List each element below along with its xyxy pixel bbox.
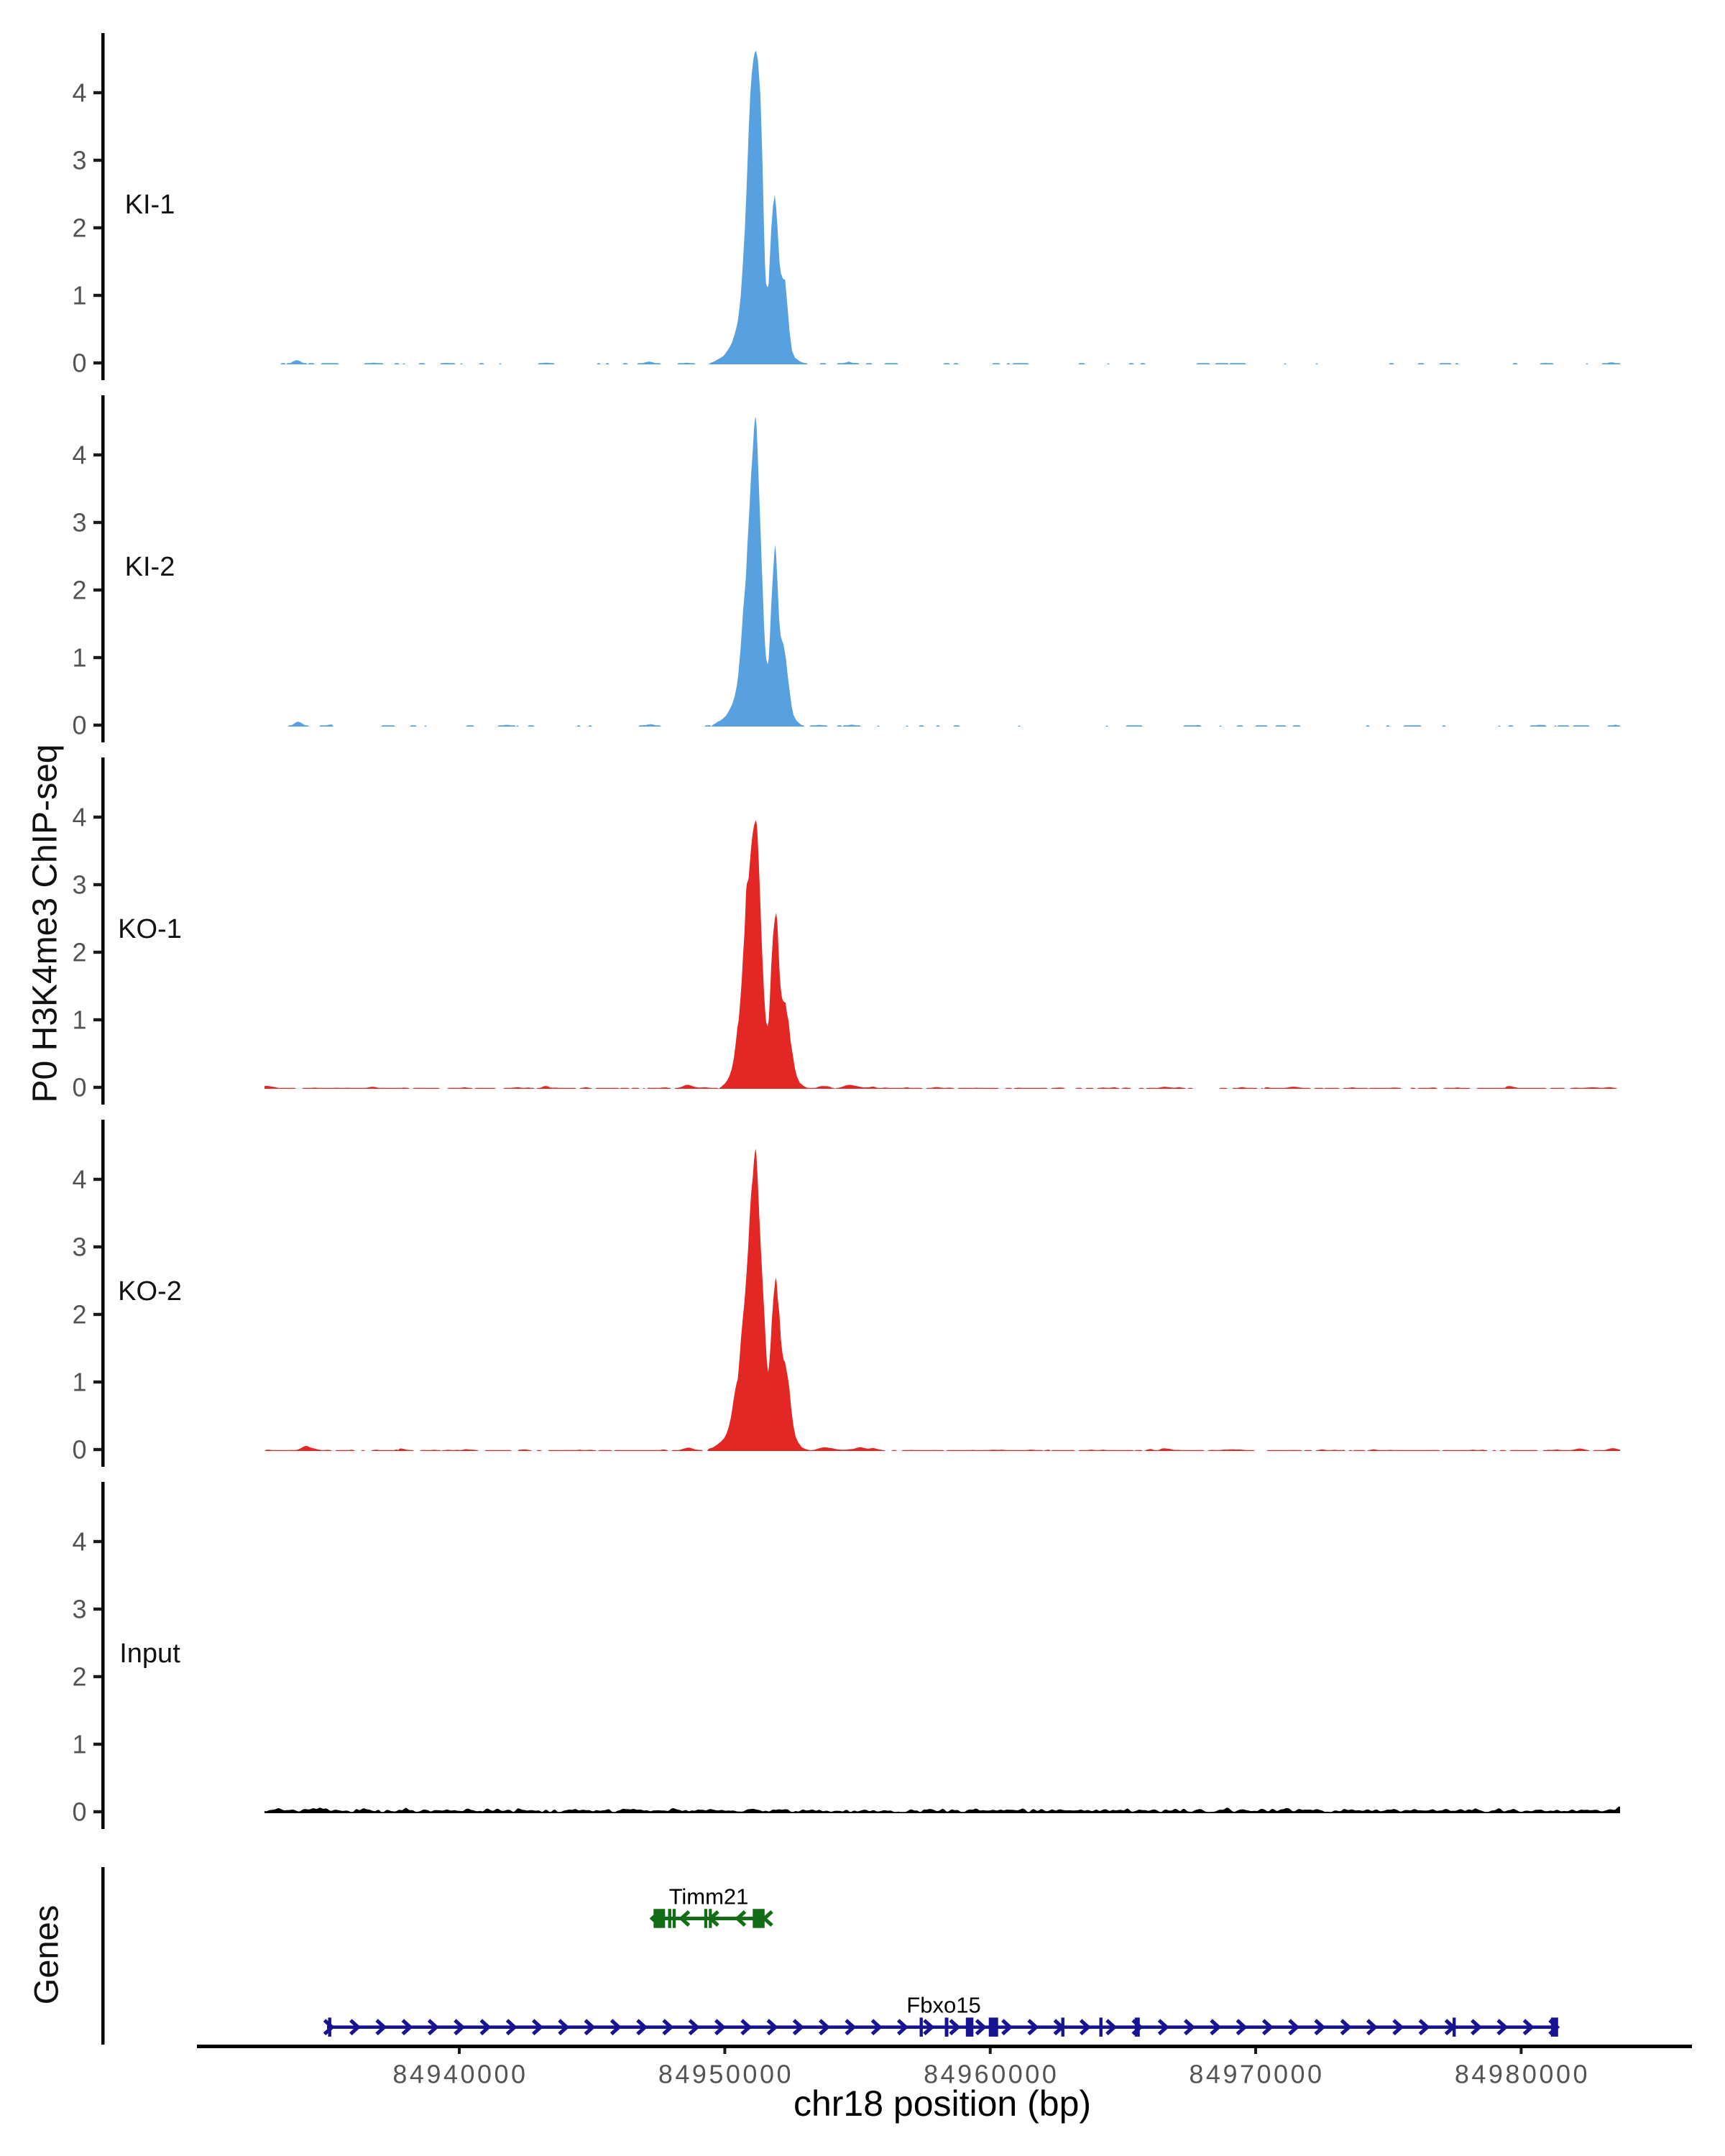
svg-text:3: 3: [72, 146, 86, 175]
svg-text:1: 1: [72, 1368, 86, 1397]
svg-text:KI-1: KI-1: [125, 190, 175, 220]
svg-text:KI-2: KI-2: [125, 552, 175, 582]
svg-text:1: 1: [72, 643, 86, 673]
svg-text:2: 2: [72, 576, 86, 605]
svg-text:4: 4: [72, 1527, 86, 1557]
svg-text:3: 3: [72, 1233, 86, 1262]
svg-text:1: 1: [72, 1730, 86, 1759]
svg-text:84950000: 84950000: [658, 2060, 794, 2089]
svg-text:Fbxo15: Fbxo15: [906, 1993, 980, 2018]
svg-text:84980000: 84980000: [1455, 2060, 1590, 2089]
svg-text:4: 4: [72, 441, 86, 470]
svg-text:1: 1: [72, 1005, 86, 1035]
svg-text:KO-1: KO-1: [118, 914, 182, 944]
svg-text:2: 2: [72, 1300, 86, 1330]
svg-text:0: 0: [72, 1435, 86, 1465]
svg-text:0: 0: [72, 1797, 86, 1827]
svg-text:Timm21: Timm21: [669, 1884, 749, 1909]
svg-text:2: 2: [72, 1662, 86, 1692]
svg-text:0: 0: [72, 711, 86, 740]
svg-text:0: 0: [72, 349, 86, 378]
svg-text:2: 2: [72, 938, 86, 967]
svg-text:84970000: 84970000: [1189, 2060, 1324, 2089]
svg-text:4: 4: [72, 803, 86, 832]
svg-text:Genes: Genes: [27, 1905, 65, 2004]
svg-text:KO-2: KO-2: [118, 1276, 182, 1307]
svg-text:3: 3: [72, 508, 86, 538]
svg-text:0: 0: [72, 1073, 86, 1102]
svg-text:P0 H3K4me3 ChIP-seq: P0 H3K4me3 ChIP-seq: [27, 745, 65, 1103]
svg-text:chr18 position (bp): chr18 position (bp): [794, 2083, 1091, 2124]
svg-text:Input: Input: [119, 1639, 180, 1669]
svg-text:4: 4: [72, 78, 86, 108]
svg-text:84940000: 84940000: [392, 2060, 528, 2089]
svg-text:3: 3: [72, 1595, 86, 1624]
svg-text:4: 4: [72, 1165, 86, 1194]
svg-text:3: 3: [72, 870, 86, 900]
svg-text:2: 2: [72, 213, 86, 243]
svg-text:1: 1: [72, 281, 86, 310]
svg-text:84960000: 84960000: [924, 2060, 1059, 2089]
